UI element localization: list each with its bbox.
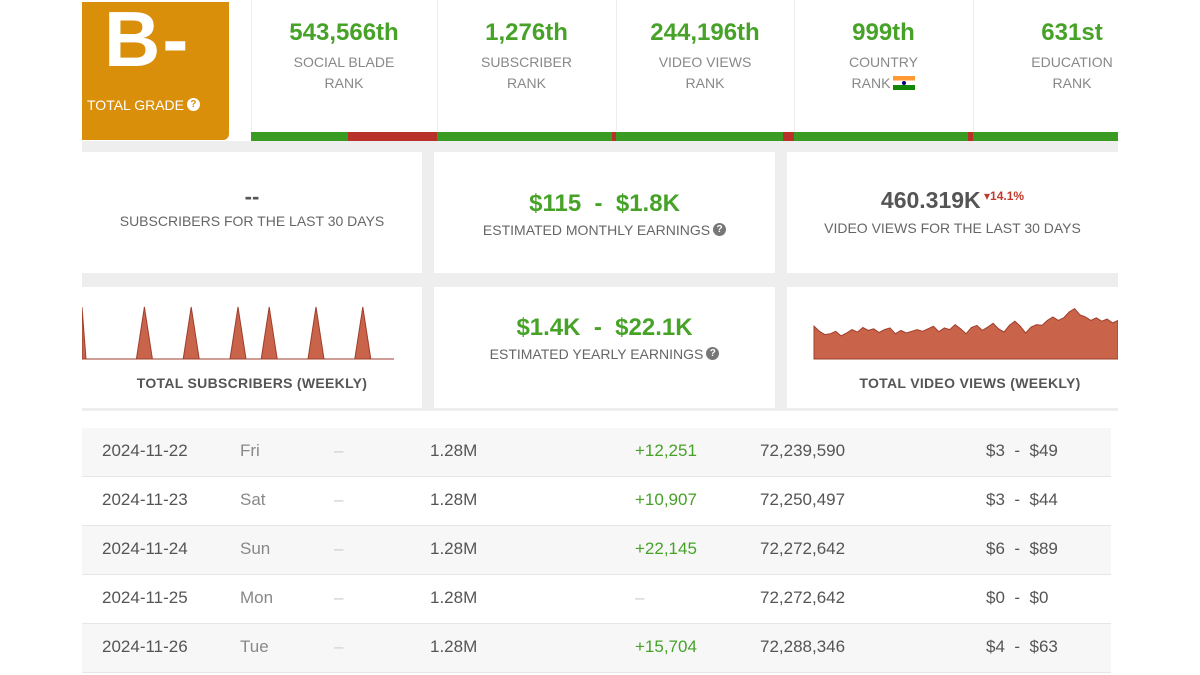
date-cell: 2024-11-23 — [102, 490, 188, 509]
rank-progress-bar — [794, 132, 973, 141]
yearly-earnings-card: $1.4K - $22.1K ESTIMATED YEARLY EARNINGS… — [434, 287, 775, 408]
daily-stats-table: 2024-11-22 Fri – 1.28M +12,251 72,239,590 $3 -… — [82, 428, 1111, 673]
day-cell: Sat — [240, 490, 266, 509]
monthly-earnings-value: $115 - $1.8K — [529, 190, 680, 217]
subscribers-spike — [354, 306, 372, 360]
subscribers-spike — [307, 306, 325, 360]
grade-label: TOTAL GRADE? — [87, 97, 200, 113]
views-cell: 72,288,346 — [760, 637, 846, 656]
subscriber-change-cell: – — [334, 490, 344, 509]
subscribers-spike — [182, 306, 200, 360]
subscribers-weekly-title: TOTAL SUBSCRIBERS (WEEKLY) — [136, 375, 368, 391]
rank-label: SOCIAL BLADE RANK — [293, 54, 395, 91]
views-cell: 72,239,590 — [760, 441, 846, 460]
rank-education: 631st EDUCATION RANK — [973, 0, 1118, 141]
arrow-down-icon: ▾ — [984, 189, 991, 203]
earnings-cell: $4 - $63 — [986, 637, 1058, 656]
view-change-cell: +12,251 — [635, 441, 697, 460]
rank-progress-bar — [616, 132, 794, 141]
subscribers-30d-card: -- SUBSCRIBERS FOR THE LAST 30 DAYS — [82, 152, 422, 273]
view-change-cell: +15,704 — [635, 637, 697, 656]
subscriber-change-cell: – — [334, 441, 344, 460]
table-row: 2024-11-22 Fri – 1.28M +12,251 72,239,590 $3 -… — [82, 428, 1111, 477]
date-cell: 2024-11-22 — [102, 441, 188, 460]
rank-label: SUBSCRIBER RANK — [480, 54, 573, 91]
earnings-cell: $3 - $49 — [986, 441, 1058, 460]
views-area — [813, 307, 1118, 360]
subscriber-change-cell: – — [334, 588, 344, 607]
subscribers-cell: 1.28M — [430, 490, 478, 509]
rank-value: 999th — [852, 19, 915, 46]
rank-label: COUNTRY RANK — [849, 54, 918, 91]
subscribers-cell: 1.28M — [430, 539, 478, 558]
total-grade-box: B- TOTAL GRADE? — [82, 0, 229, 140]
monthly-earnings-label: ESTIMATED MONTHLY EARNINGS? — [434, 222, 775, 238]
views-30d-label: VIDEO VIEWS FOR THE LAST 30 DAYS — [824, 220, 1081, 236]
grade-letter: B- — [104, 0, 191, 83]
date-cell: 2024-11-25 — [102, 588, 188, 607]
india-flag-icon — [893, 76, 916, 90]
rank-subscriber: 1,276th SUBSCRIBER RANK — [437, 0, 616, 141]
question-circle-icon[interactable]: ? — [713, 223, 727, 236]
question-circle-icon[interactable]: ? — [186, 98, 200, 111]
rank-row — [82, 0, 1118, 141]
rank-progress-bar — [973, 132, 1118, 141]
earnings-cell: $6 - $89 — [986, 539, 1058, 558]
subscribers-cell: 1.28M — [430, 441, 478, 460]
views-cell: 72,272,642 — [760, 539, 846, 558]
rank-country: 999th COUNTRY RANK — [794, 0, 973, 141]
subscriber-change-cell: – — [334, 539, 344, 558]
subscribers-spike — [82, 306, 87, 360]
subscribers-30d-value: -- — [244, 184, 260, 209]
rank-value: 1,276th — [485, 19, 568, 46]
views-weekly-chart-card: TOTAL VIDEO VIEWS (WEEKLY) — [787, 287, 1118, 408]
day-cell: Fri — [240, 441, 260, 460]
rank-label: EDUCATION RANK — [1031, 54, 1113, 91]
rank-label: VIDEO VIEWS RANK — [658, 54, 752, 91]
rank-value: 543,566th — [289, 19, 399, 46]
subscribers-weekly-chart-card: TOTAL SUBSCRIBERS (WEEKLY) — [82, 287, 422, 408]
subscriber-change-cell: – — [334, 637, 344, 656]
table-row: 2024-11-25 Mon – 1.28M – 72,272,642 $0 - $0 — [82, 575, 1111, 624]
rank-value: 244,196th — [650, 19, 760, 46]
views-30d-value-line: 460.319K ▾14.1% — [787, 182, 1118, 218]
subscribers-weekly-chart — [82, 306, 394, 360]
views-30d-card: 460.319K ▾14.1% VIDEO VIEWS FOR THE LAST… — [787, 152, 1118, 273]
views-cell: 72,250,497 — [760, 490, 846, 509]
table-row: 2024-11-23 Sat – 1.28M +10,907 72,250,497 $3 -… — [82, 477, 1111, 526]
subscribers-spike — [135, 306, 153, 360]
views-30d-change: ▾14.1% — [984, 189, 1025, 203]
question-circle-icon[interactable]: ? — [706, 347, 720, 360]
date-cell: 2024-11-24 — [102, 539, 188, 558]
subscribers-30d-label: SUBSCRIBERS FOR THE LAST 30 DAYS — [119, 213, 385, 229]
earnings-cell: $0 - $0 — [986, 588, 1049, 607]
yearly-earnings-value: $1.4K - $22.1K — [516, 314, 693, 341]
subscribers-cell: 1.28M — [430, 637, 478, 656]
table-row: 2024-11-26 Tue – 1.28M +15,704 72,288,346 $4 -… — [82, 624, 1111, 673]
yearly-earnings-label: ESTIMATED YEARLY EARNINGS? — [434, 346, 775, 362]
table-row: 2024-11-24 Sun – 1.28M +22,145 72,272,642 $6 -… — [82, 526, 1111, 575]
rank-social-blade: 543,566th SOCIAL BLADE RANK — [251, 0, 437, 141]
view-change-cell: – — [635, 588, 645, 607]
rank-video-views: 244,196th VIDEO VIEWS RANK — [616, 0, 794, 141]
monthly-earnings-card: $115 - $1.8K ESTIMATED MONTHLY EARNINGS? — [434, 152, 775, 273]
earnings-cell: $3 - $44 — [986, 490, 1058, 509]
views-weekly-chart — [813, 307, 1118, 360]
view-change-cell: +10,907 — [635, 490, 697, 509]
rank-progress-bar — [437, 132, 616, 141]
rank-progress-bar — [251, 132, 437, 141]
views-30d-value: 460.319K — [880, 187, 981, 213]
subscribers-spike — [260, 306, 278, 360]
day-cell: Mon — [240, 588, 274, 607]
subscribers-spike — [229, 306, 247, 360]
date-cell: 2024-11-26 — [102, 637, 188, 656]
day-cell: Sun — [240, 539, 271, 558]
views-weekly-title: TOTAL VIDEO VIEWS (WEEKLY) — [859, 375, 1081, 391]
day-cell: Tue — [240, 637, 269, 656]
rank-value: 631st — [1041, 19, 1103, 46]
grade-label-text: TOTAL GRADE — [87, 97, 184, 113]
view-change-cell: +22,145 — [635, 539, 697, 558]
views-cell: 72,272,642 — [760, 588, 846, 607]
subscribers-cell: 1.28M — [430, 588, 478, 607]
